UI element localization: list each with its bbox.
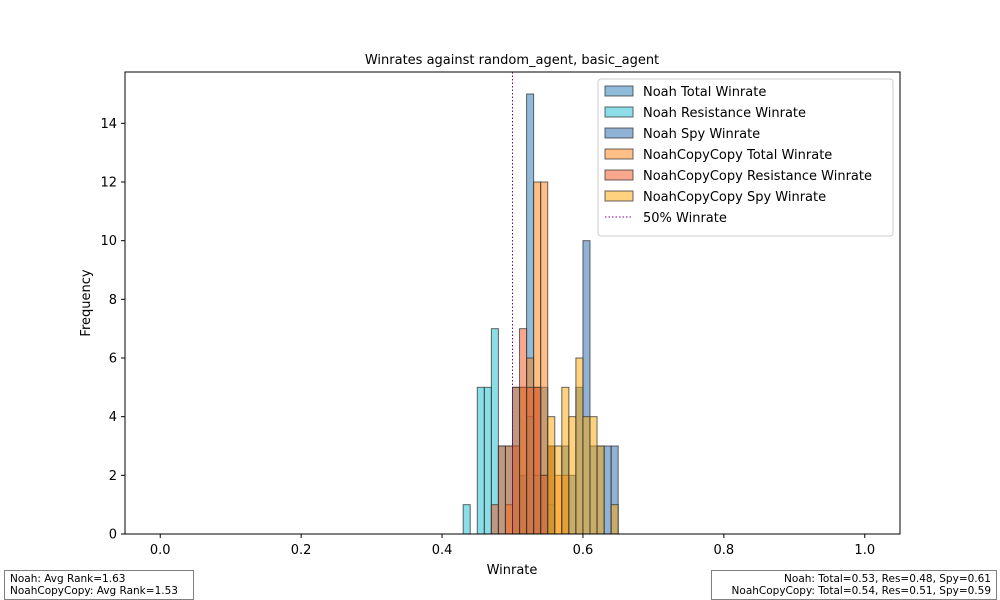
bar-noah-resistance-winrate <box>483 386 492 534</box>
bar-noahcopycopy-resistance-winrate <box>540 474 549 534</box>
bar-noahcopycopy-spy-winrate <box>568 416 577 534</box>
y-tick-label: 12 <box>100 176 117 191</box>
bar-noahcopycopy-spy-winrate <box>596 445 605 534</box>
x-tick-label: 0.0 <box>150 543 171 558</box>
bar-noahcopycopy-spy-winrate <box>575 357 584 534</box>
bar-noahcopycopy-resistance-winrate <box>533 386 542 534</box>
legend-label-noah-total-winrate: Noah Total Winrate <box>643 85 766 100</box>
legend-swatch-noahcopycopy-spy-winrate <box>604 190 634 202</box>
legend-frame <box>597 78 894 237</box>
y-tick-label: 8 <box>109 293 117 308</box>
legend-swatch-noahcopycopy-total-winrate <box>604 148 634 160</box>
bar-noahcopycopy-spy-winrate <box>610 504 619 534</box>
legend-label-noahcopycopy-spy-winrate: NoahCopyCopy Spy Winrate <box>643 190 826 205</box>
bar-noahcopycopy-spy-winrate <box>547 416 556 534</box>
plot-frame <box>124 71 901 535</box>
bar-noah-resistance-winrate <box>490 328 499 534</box>
y-tick-label: 6 <box>109 352 117 367</box>
x-tick-label: 1.0 <box>854 543 875 558</box>
avg-rank-line-noah: Noah: Avg Rank=1.63 <box>10 573 126 585</box>
bar-noahcopycopy-resistance-winrate <box>512 386 521 534</box>
legend-swatch-noah-total-winrate <box>604 85 634 97</box>
y-tick-label: 2 <box>109 469 117 484</box>
legend-label-reference-line: 50% Winrate <box>643 211 727 226</box>
y-tick-label: 10 <box>100 234 117 249</box>
bar-noah-spy-winrate <box>603 445 612 534</box>
plot-area <box>160 72 865 534</box>
legend-swatch-noah-resistance-winrate <box>604 106 634 118</box>
bar-noahcopycopy-resistance-winrate <box>519 328 528 534</box>
legend-swatch-noahcopycopy-resistance-winrate <box>604 169 634 181</box>
x-tick-label: 0.2 <box>291 543 312 558</box>
bar-noahcopycopy-spy-winrate <box>554 445 563 534</box>
bar-noah-resistance-winrate <box>462 504 471 534</box>
bar-noahcopycopy-resistance-winrate <box>526 386 535 534</box>
x-tick-label: 0.4 <box>432 543 453 558</box>
legend-label-noahcopycopy-resistance-winrate: NoahCopyCopy Resistance Winrate <box>643 169 872 184</box>
legend-label-noah-spy-winrate: Noah Spy Winrate <box>643 127 760 142</box>
legend: Noah Total Winrate Noah Resistance Winrat… <box>597 78 894 237</box>
y-tick-label: 14 <box>100 117 117 132</box>
y-tick-label: 0 <box>109 528 117 543</box>
bar-noahcopycopy-spy-winrate <box>561 386 570 534</box>
mean-winrate-line-noah: Noah: Total=0.53, Res=0.48, Spy=0.61 <box>784 573 991 585</box>
chart-title: Winrates against random_agent, basic_age… <box>365 53 659 68</box>
legend-swatch-noah-spy-winrate <box>604 127 634 139</box>
axes: 0.0 0.2 0.4 0.6 0.8 1.0 0 2 4 6 8 10 12 14 <box>100 117 875 558</box>
mean-winrate-info-box: Noah: Total=0.53, Res=0.48, Spy=0.61 Noa… <box>711 570 997 600</box>
bar-noahcopycopy-total-winrate <box>540 181 549 534</box>
mean-winrate-line-noahcopycopy: NoahCopyCopy: Total=0.54, Res=0.51, Spy=… <box>731 585 991 597</box>
avg-rank-info-box: Noah: Avg Rank=1.63 NoahCopyCopy: Avg Ra… <box>4 570 194 600</box>
x-tick-label: 0.6 <box>573 543 594 558</box>
bar-noahcopycopy-spy-winrate <box>589 416 598 534</box>
avg-rank-line-noahcopycopy: NoahCopyCopy: Avg Rank=1.53 <box>10 585 178 597</box>
y-tick-label: 4 <box>109 410 117 425</box>
x-axis-label: Winrate <box>487 563 538 578</box>
bar-noah-resistance-winrate <box>476 386 485 534</box>
bar-noahcopycopy-resistance-winrate <box>504 445 514 534</box>
legend-label-noahcopycopy-total-winrate: NoahCopyCopy Total Winrate <box>643 148 832 163</box>
bar-noahcopycopy-spy-winrate <box>582 416 591 534</box>
x-tick-label: 0.8 <box>714 543 735 558</box>
legend-label-noah-resistance-winrate: Noah Resistance Winrate <box>643 106 806 121</box>
bar-noahcopycopy-resistance-winrate <box>497 445 506 534</box>
bar-noahcopycopy-resistance-winrate <box>490 504 499 534</box>
y-axis-label: Frequency <box>79 269 94 336</box>
bar-noah-spy-winrate <box>610 445 619 534</box>
